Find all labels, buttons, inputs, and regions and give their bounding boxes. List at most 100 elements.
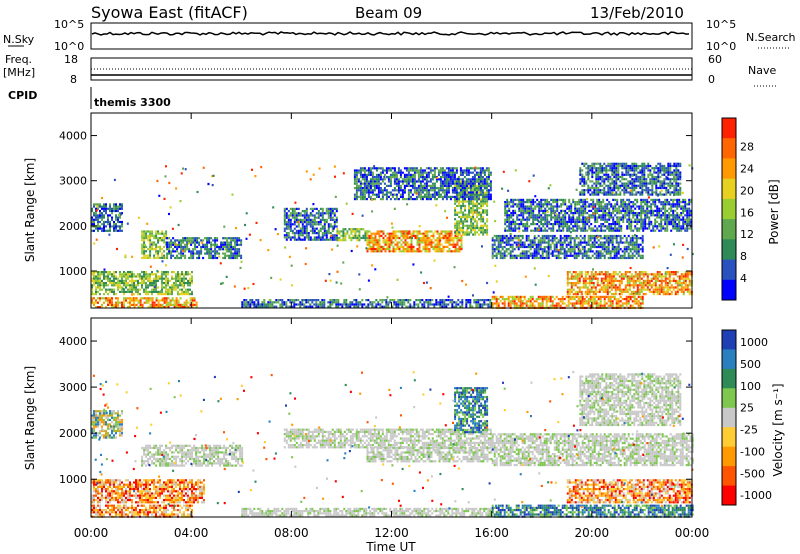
power-cell (451, 299, 454, 302)
power-cell (416, 243, 419, 246)
power-cell (359, 171, 362, 174)
power-cell (385, 189, 388, 192)
power-cell (566, 271, 569, 274)
power-cell (357, 301, 360, 304)
power-cell (391, 167, 394, 170)
power-cell (153, 306, 156, 309)
power-cell (269, 301, 272, 304)
power-cell (353, 169, 356, 172)
power-cell (382, 232, 385, 235)
power-cell (573, 298, 576, 301)
power-cell (424, 248, 427, 251)
power-cell (404, 243, 407, 246)
power-cell (485, 176, 488, 179)
power-cell (222, 252, 225, 255)
power-cell (315, 299, 318, 302)
power-cell (236, 256, 239, 260)
power-cell (557, 239, 560, 242)
power-cell (323, 223, 326, 226)
power-cell (501, 295, 504, 298)
power-cell (232, 256, 235, 260)
power-cell (375, 176, 378, 179)
power-cell (180, 254, 183, 257)
power-cell (165, 301, 168, 304)
power-cell (509, 254, 512, 257)
power-cell (413, 171, 416, 174)
power-cell (457, 198, 460, 201)
power-cell (353, 195, 356, 198)
power-cell (682, 279, 685, 282)
power-cell (386, 241, 389, 244)
power-cell (206, 243, 209, 246)
power-cell (358, 232, 361, 235)
power-cell (579, 298, 582, 301)
power-cell (379, 176, 382, 179)
power-cell (393, 193, 396, 196)
power-cell (504, 218, 507, 221)
power-cell (511, 248, 514, 251)
power-cell (157, 293, 159, 296)
power-cell (105, 205, 107, 208)
power-cell (425, 189, 428, 192)
power-cell (378, 230, 381, 233)
power-cell (426, 245, 429, 248)
power-cell (478, 202, 481, 205)
power-cell (475, 187, 478, 190)
power-cell (510, 223, 513, 226)
power-cell (327, 301, 330, 304)
power-cell (601, 295, 604, 298)
power-cell (321, 299, 324, 302)
power-cell (504, 201, 507, 204)
power-cell (373, 184, 376, 187)
power-cell (501, 302, 504, 305)
power-cell (103, 214, 105, 217)
power-cell (436, 237, 439, 240)
power-cell (410, 232, 413, 235)
power-cell (327, 229, 330, 232)
power-cell (317, 299, 320, 302)
power-cell (474, 224, 477, 227)
power-cell (373, 301, 376, 304)
power-cell (305, 225, 308, 228)
power-cell (529, 298, 532, 301)
power-cell (293, 227, 296, 230)
power-cell (628, 277, 631, 280)
power-cell (121, 282, 123, 285)
power-cell (613, 298, 616, 301)
power-cell (485, 182, 488, 185)
power-cell (385, 176, 388, 179)
power-cell (359, 167, 362, 170)
power-cell (397, 167, 400, 170)
power-cell (377, 182, 380, 185)
power-cell (371, 171, 374, 174)
power-cell (579, 304, 582, 307)
power-cell (611, 234, 614, 238)
power-cell (357, 171, 360, 174)
power-cell (417, 303, 420, 306)
power-cell (101, 288, 103, 291)
power-cell (458, 248, 461, 251)
power-cell (376, 241, 379, 244)
power-cell (551, 302, 554, 305)
power-cell (115, 225, 117, 228)
power-cell (431, 169, 434, 172)
power-cell (103, 286, 105, 289)
power-cell (561, 300, 564, 303)
power-cell (393, 171, 396, 174)
power-cell (672, 286, 675, 289)
power-cell (460, 211, 463, 214)
power-cell (101, 223, 103, 226)
power-cell (633, 248, 636, 251)
power-cell (684, 275, 687, 278)
power-cell (416, 232, 419, 235)
power-cell (378, 248, 381, 251)
power-cell (123, 275, 125, 278)
power-cell (194, 237, 197, 240)
power-cell (375, 180, 378, 183)
power-cell (469, 305, 472, 308)
power-cell (295, 221, 298, 224)
power-cell (466, 231, 469, 234)
power-cell (319, 214, 322, 217)
power-cell (660, 288, 663, 291)
power-cell (303, 227, 306, 230)
